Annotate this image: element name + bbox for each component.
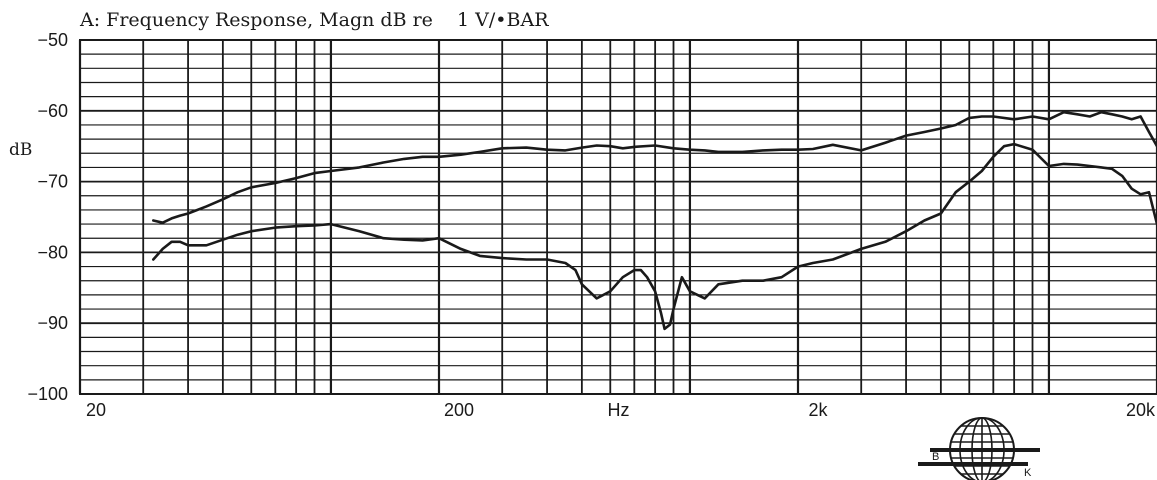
logo-letter-k: K: [1024, 467, 1032, 479]
x-tick-label: 200: [444, 400, 474, 420]
y-tick-label: −100: [27, 384, 68, 404]
grid: [78, 39, 1157, 395]
series-line-1: [152, 110, 1157, 224]
y-tick-label: −80: [37, 242, 68, 262]
chart-title: A: Frequency Response, Magn dB re 1 V/•B…: [79, 9, 549, 31]
logo-bar-top: [930, 448, 1040, 452]
brand-logo: BK: [918, 417, 1040, 480]
x-tick-label: 20: [86, 400, 106, 420]
logo-bar-bottom: [918, 462, 1028, 466]
y-axis-label: dB: [9, 140, 32, 160]
y-tick-labels: −50 −60 −70 −80 −90 −100: [27, 30, 68, 404]
x-tick-labels: 20 200 2k 20k Hz: [86, 400, 1156, 420]
series-line-2: [152, 142, 1157, 331]
y-tick-label: −90: [37, 313, 68, 333]
x-axis-label: Hz: [608, 400, 630, 420]
y-tick-label: −50: [37, 30, 68, 50]
x-tick-label: 20k: [1126, 400, 1156, 420]
plot-frame: [79, 39, 1157, 395]
y-tick-label: −70: [37, 172, 68, 192]
series-group: [152, 110, 1157, 331]
logo-letter-b: B: [932, 451, 939, 463]
y-tick-label: −60: [37, 101, 68, 121]
x-tick-label: 2k: [808, 400, 828, 420]
